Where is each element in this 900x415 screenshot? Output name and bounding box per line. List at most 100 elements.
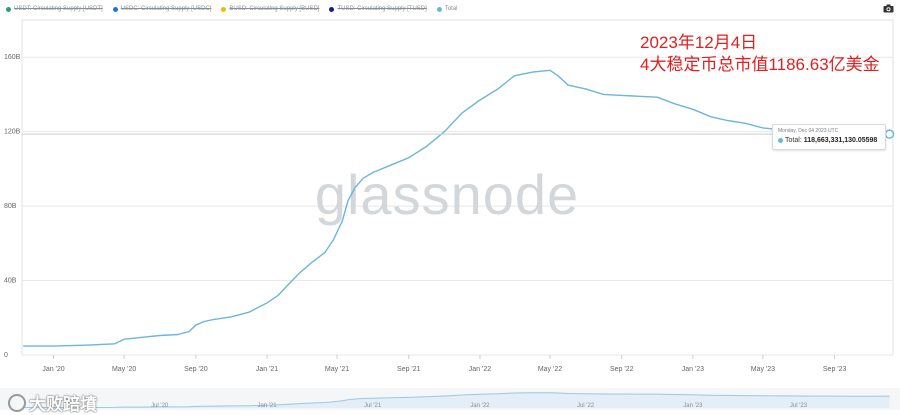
- data-point: [203, 321, 204, 322]
- x-tick-label: Sep '22: [610, 366, 634, 373]
- navigator-label: Jul '21: [364, 403, 382, 409]
- legend-item-2[interactable]: BUSD: Circulating Supply [BUSD]: [221, 6, 319, 12]
- data-point: [312, 261, 313, 262]
- data-point: [558, 75, 559, 76]
- series-line-total: [23, 69, 890, 347]
- data-point: [159, 335, 160, 336]
- data-point: [762, 127, 763, 128]
- x-tick-label: Jan '21: [256, 366, 278, 373]
- data-point: [23, 345, 24, 346]
- data-point: [355, 187, 356, 188]
- data-point: [142, 337, 143, 338]
- source-watermark-text: 大败踣墳: [29, 395, 97, 414]
- data-point: [710, 116, 711, 117]
- x-tick-label: May '22: [538, 366, 562, 373]
- navigator-label: Jul '23: [790, 403, 808, 409]
- data-point: [53, 345, 54, 346]
- data-point: [324, 252, 325, 253]
- data-point: [692, 109, 693, 110]
- navigator-bar[interactable]: Jul '20 Jan '21 Jul '21 Jan '22 Jul '22 Jan '…: [0, 388, 900, 410]
- data-point: [278, 295, 279, 296]
- y-tick-label: 0: [4, 352, 8, 359]
- data-point: [461, 112, 462, 113]
- y-tick-label: 40B: [4, 278, 17, 285]
- data-point: [603, 94, 604, 95]
- x-tick-label: Jan '22: [469, 366, 491, 373]
- data-point: [333, 239, 334, 240]
- annotation-box: 2023年12月4日 4大稳定币总市值1186.63亿美金: [640, 32, 880, 76]
- data-point: [195, 325, 196, 326]
- navigator-label: Jan '21: [257, 403, 277, 409]
- legend-dot: [329, 6, 335, 12]
- y-axis: 0 40B 80B 120B 160B: [4, 54, 21, 359]
- data-point: [123, 339, 124, 340]
- tooltip-row: Total: 118,663,331,130.05598: [778, 137, 877, 144]
- data-point: [532, 72, 533, 73]
- legend-dot: [436, 6, 442, 12]
- x-tick-label: May '23: [751, 366, 775, 373]
- annotation-date: 2023年12月4日: [640, 33, 758, 52]
- legend-item-4[interactable]: Total: [436, 6, 458, 12]
- tooltip-series-dot: [778, 138, 783, 143]
- tooltip: Monday, Dec 04 2023 UTC Total: 118,663,3…: [772, 124, 886, 150]
- data-point: [177, 334, 178, 335]
- legend-dot: [221, 6, 227, 12]
- x-tick-label: Sep '23: [823, 366, 847, 373]
- data-point: [408, 157, 409, 158]
- glassnode-watermark: glassnode: [315, 163, 579, 226]
- grid-layer: [21, 19, 894, 356]
- data-point: [301, 271, 302, 272]
- x-tick-label: Jan '20: [42, 366, 64, 373]
- data-point: [426, 146, 427, 147]
- data-point: [88, 345, 89, 346]
- navigator-label: Jan '23: [683, 403, 703, 409]
- tooltip-label: Total:: [785, 137, 802, 144]
- y-tick-label: 120B: [4, 129, 21, 136]
- legend-dot: [6, 6, 11, 12]
- data-point: [363, 178, 364, 179]
- chart-legend: USDT: Circulating Supply [USDT] USDC: Cir…: [6, 2, 458, 16]
- data-point: [342, 220, 343, 221]
- legend-dot: [112, 6, 118, 12]
- hover-marker: [884, 129, 895, 139]
- data-point: [585, 88, 586, 89]
- data-point: [745, 123, 746, 124]
- legend-item-3[interactable]: TUSD: Circulating Supply [TUSD]: [329, 6, 427, 12]
- watermark-logo-icon: [8, 393, 26, 412]
- legend-item-1[interactable]: USDC: Circulating Supply [USDC]: [112, 6, 212, 12]
- series-layer: [23, 69, 890, 347]
- data-point: [657, 97, 658, 98]
- navigator-label: Jul '20: [151, 403, 169, 409]
- camera-icon[interactable]: [883, 4, 894, 13]
- navigator-label: Jan '22: [470, 403, 490, 409]
- navigator-line: [23, 392, 890, 408]
- tooltip-date: Monday, Dec 04 2023 UTC: [778, 128, 839, 134]
- data-point: [231, 316, 232, 317]
- x-tick-label: May '20: [112, 366, 136, 373]
- data-point: [266, 302, 267, 303]
- chart-plot: glassnode 0 40B 80B 120B 160B Jan '20 May '20…: [4, 19, 895, 373]
- data-point: [290, 282, 291, 283]
- data-point: [188, 331, 189, 332]
- legend-label: Total: [444, 6, 458, 12]
- data-point: [390, 165, 391, 166]
- data-point: [248, 312, 249, 313]
- y-tick-label: 80B: [4, 203, 17, 210]
- data-point: [213, 319, 214, 320]
- navigator-area: [23, 392, 890, 408]
- data-point: [549, 70, 550, 71]
- data-point: [497, 88, 498, 89]
- x-tick-label: Sep '21: [397, 366, 421, 373]
- legend-label: BUSD: Circulating Supply [BUSD]: [229, 6, 320, 12]
- data-point: [114, 343, 115, 344]
- legend-label: USDC: Circulating Supply [USDC]: [120, 6, 212, 12]
- data-point: [621, 95, 622, 96]
- data-point: [727, 120, 728, 121]
- y-tick-label: 160B: [4, 54, 21, 61]
- data-point: [348, 200, 349, 201]
- legend-label: USDT: Circulating Supply [USDT]: [14, 6, 103, 12]
- data-point: [674, 103, 675, 104]
- legend-item-0[interactable]: USDT: Circulating Supply [USDT]: [6, 6, 103, 12]
- navigator-label: Jul '22: [577, 403, 595, 409]
- tooltip-value: 118,663,331,130.05598: [803, 137, 878, 144]
